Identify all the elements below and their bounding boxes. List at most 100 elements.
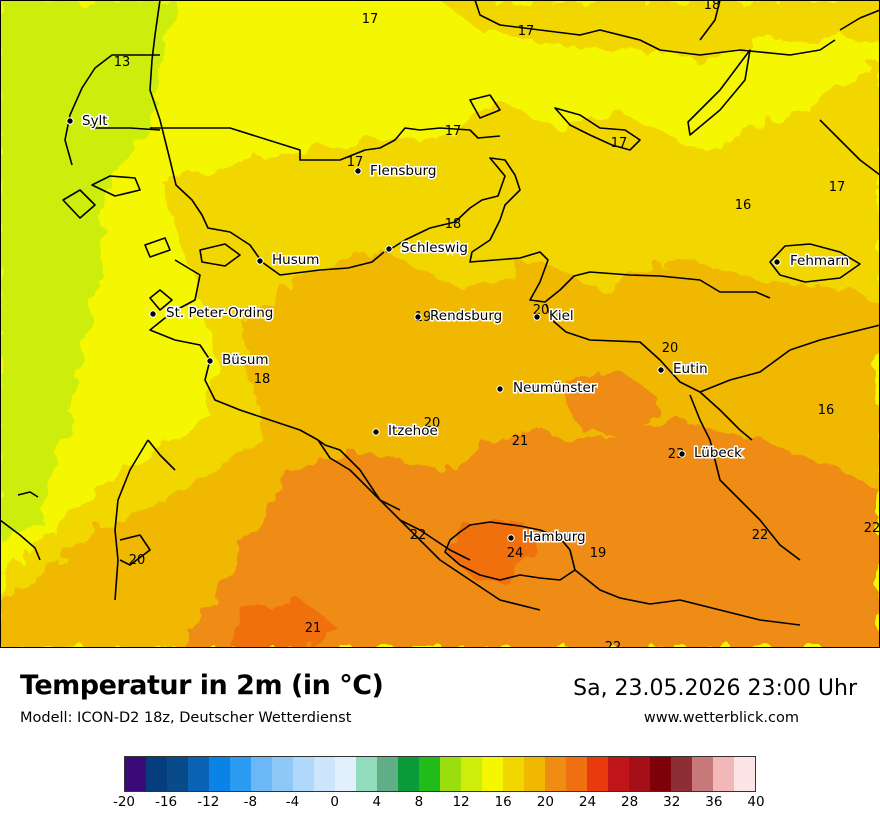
city-markers: Sylt Flensburg Schleswig Husum Fehmarn S… (66, 112, 851, 547)
legend-swatch (713, 757, 734, 791)
legend-swatch (650, 757, 671, 791)
temperature-field (0, 0, 880, 648)
legend-tick-label: 0 (330, 794, 339, 810)
temp-label: 20 (129, 553, 146, 568)
city-label: Sylt (82, 113, 108, 129)
temp-label: 17 (445, 124, 462, 139)
legend-swatch (524, 757, 545, 791)
city-dot (206, 357, 214, 365)
city-dot (496, 385, 504, 393)
city-fehmarn[interactable]: Fehmarn (773, 252, 851, 271)
temp-label: 18 (445, 217, 462, 232)
legend-swatch (314, 757, 335, 791)
legend-swatch (461, 757, 482, 791)
city-label: Eutin (673, 361, 708, 377)
city-dot (773, 258, 781, 266)
city-label: St. Peter-Ording (166, 305, 273, 321)
legend-tick-label: -8 (243, 794, 258, 810)
temp-label: 19 (590, 546, 607, 561)
city-flensburg[interactable]: Flensburg (354, 162, 438, 181)
city-label: Lübeck (694, 445, 742, 461)
temp-label: 17 (362, 12, 379, 27)
city-dot (414, 313, 422, 321)
temp-label: 16 (818, 403, 835, 418)
city-dot (657, 366, 665, 374)
city-label: Fehmarn (790, 253, 849, 269)
legend-swatch (293, 757, 314, 791)
city-dot (678, 450, 686, 458)
legend-swatch (377, 757, 398, 791)
city-dot (256, 257, 264, 265)
city-label: Neumünster (513, 380, 597, 396)
legend-tick-label: 16 (494, 794, 512, 810)
city-dot (149, 310, 157, 318)
temp-label: 18 (254, 372, 271, 387)
legend-tick-label: -4 (285, 794, 300, 810)
legend-tick-label: -16 (155, 794, 178, 810)
city-rendsburg[interactable]: Rendsburg (414, 307, 504, 326)
temp-label: 16 (735, 198, 752, 213)
temp-label: 22 (605, 640, 622, 648)
temp-label: 17 (611, 136, 628, 151)
legend-tick-label: 24 (578, 794, 597, 810)
legend-swatch (167, 757, 188, 791)
city-dot (385, 245, 393, 253)
legend-swatch (566, 757, 587, 791)
map-title: Temperatur in 2m (in °C) (20, 670, 384, 701)
legend-swatch (587, 757, 608, 791)
coastlines (0, 0, 880, 626)
legend-swatch (398, 757, 419, 791)
legend-swatch (188, 757, 209, 791)
city-label: Hamburg (523, 529, 586, 545)
temp-label: 20 (662, 341, 679, 356)
legend-tick-label: 32 (663, 794, 681, 810)
legend-swatch (545, 757, 566, 791)
temp-label: 22 (864, 521, 880, 536)
temp-label: 13 (114, 55, 131, 70)
website-link[interactable]: www.wetterblick.com (643, 710, 799, 726)
city-buesum[interactable]: Büsum (206, 351, 270, 370)
temp-label: 17 (829, 180, 846, 195)
city-dot (354, 167, 362, 175)
legend-swatch (272, 757, 293, 791)
legend-swatch (608, 757, 629, 791)
city-itzehoe[interactable]: Itzehoe (372, 422, 439, 441)
city-schleswig[interactable]: Schleswig (385, 239, 470, 258)
legend-swatch (671, 757, 692, 791)
legend-tick-label: -20 (112, 794, 136, 810)
legend-swatch (482, 757, 503, 791)
city-dot (66, 117, 74, 125)
legend-swatch (440, 757, 461, 791)
city-husum[interactable]: Husum (256, 251, 321, 270)
legend-swatch (251, 757, 272, 791)
temperature-map: 17 17 18 13 17 17 17 16 17 18 19 20 20 1… (0, 0, 880, 648)
forecast-datetime: Sa, 23.05.2026 23:00 Uhr (573, 676, 857, 701)
city-label: Flensburg (370, 163, 436, 179)
city-label: Itzehoe (388, 423, 438, 439)
temp-label: 22 (752, 528, 769, 543)
city-luebeck[interactable]: Lübeck (678, 444, 744, 463)
legend-swatch (125, 757, 146, 791)
city-kiel[interactable]: Kiel (533, 307, 575, 326)
legend-tick-label: 36 (705, 794, 723, 810)
city-label: Büsum (222, 352, 269, 368)
legend-tick-label: 8 (414, 794, 424, 810)
legend-swatch (419, 757, 440, 791)
city-eutin[interactable]: Eutin (657, 360, 709, 379)
city-neumuenster[interactable]: Neumünster (496, 379, 598, 398)
city-sylt[interactable]: Sylt (66, 112, 109, 131)
temperature-labels: 17 17 18 13 17 17 17 16 17 18 19 20 20 1… (114, 0, 880, 648)
legend-tick-label: 40 (747, 794, 765, 810)
legend-swatch (629, 757, 650, 791)
legend-tick-label: 20 (536, 794, 554, 810)
color-scale-legend (124, 756, 756, 792)
city-dot (372, 428, 380, 436)
temp-label: 23 (668, 447, 685, 462)
legend-swatch (734, 757, 755, 791)
legend-tick-label: -12 (197, 794, 220, 810)
temp-label: 17 (347, 155, 364, 170)
city-hamburg[interactable]: Hamburg (507, 528, 587, 547)
temp-label: 21 (512, 434, 529, 449)
city-st-peter-ording[interactable]: St. Peter-Ording (149, 304, 275, 323)
model-info: Modell: ICON-D2 18z, Deutscher Wetterdie… (20, 710, 352, 726)
